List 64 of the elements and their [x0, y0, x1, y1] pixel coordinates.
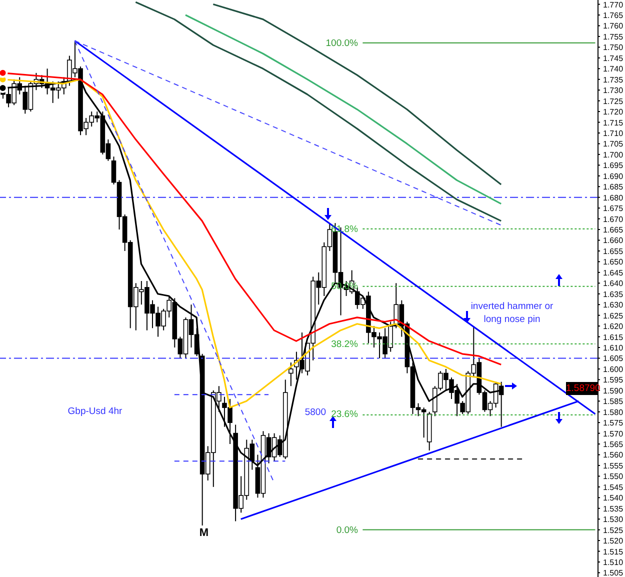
y-tick-label: 1.690: [603, 172, 624, 181]
y-tick-label: 1.650: [603, 258, 624, 267]
y-tick-label: 1.585: [603, 397, 624, 406]
y-tick-label: 1.580: [603, 408, 624, 417]
annotation: 5800: [304, 406, 326, 419]
annotation: Gbp-Usd 4hr: [66, 405, 124, 418]
y-tick-label: 1.760: [603, 22, 624, 31]
y-tick-label: 1.555: [603, 461, 624, 470]
y-tick-label: 1.615: [603, 332, 624, 342]
y-tick-label: 1.575: [603, 418, 624, 428]
annotation: 100.0%: [324, 37, 358, 50]
y-tick-label: 1.640: [603, 279, 624, 288]
annotation: 0.0%: [335, 524, 358, 537]
y-tick-label: 1.600: [603, 364, 624, 374]
y-tick-label: 1.670: [603, 214, 624, 224]
y-tick-label: 1.695: [603, 161, 624, 170]
y-tick-label: 1.510: [603, 558, 624, 567]
y-tick-label: 1.660: [603, 236, 624, 246]
y-tick-label: 1.620: [603, 322, 624, 332]
y-tick-label: 1.730: [603, 86, 624, 96]
annotation: 23.6%: [331, 409, 358, 420]
y-tick-label: 1.570: [603, 429, 624, 438]
y-tick-label: 1.535: [603, 504, 624, 514]
y-tick-label: 1.605: [603, 354, 624, 364]
y-tick-label: 1.755: [603, 32, 624, 42]
y-tick-label: 1.560: [603, 450, 624, 460]
y-tick-label: 1.770: [603, 0, 624, 10]
y-tick-label: 1.525: [603, 526, 624, 535]
y-tick-label: 1.610: [603, 343, 624, 352]
y-tick-label: 1.745: [603, 54, 624, 63]
y-tick-label: 1.635: [603, 290, 624, 299]
y-tick-label: 1.675: [603, 204, 624, 214]
y-tick-label: 1.545: [603, 482, 624, 492]
y-tick-label: 1.505: [603, 568, 624, 577]
y-tick-label: 1.565: [603, 440, 624, 450]
y-tick-label: 1.530: [603, 515, 624, 524]
y-tick-label: 1.725: [603, 96, 624, 106]
annotation: 1.58790: [566, 382, 600, 395]
y-tick-label: 1.625: [603, 311, 624, 320]
y-tick-label: 1.630: [603, 300, 624, 310]
y-tick-label: 1.740: [603, 64, 624, 74]
y-tick-label: 1.700: [603, 150, 624, 160]
annotation: M: [198, 527, 210, 540]
y-tick-label: 1.590: [603, 386, 624, 396]
y-tick-label: 1.710: [603, 128, 624, 138]
y-tick-label: 1.540: [603, 494, 624, 503]
y-tick-label: 1.655: [603, 246, 624, 256]
y-tick-label: 1.685: [603, 182, 624, 192]
annotation: inverted hammer or long nose pin: [470, 300, 554, 326]
annotation: 38.2%: [330, 338, 358, 351]
y-tick-label: 1.720: [603, 108, 624, 117]
y-tick-label: 1.765: [603, 11, 624, 20]
y-tick-label: 1.520: [603, 536, 624, 546]
y-tick-label: 1.680: [603, 193, 624, 202]
y-tick-label: 1.665: [603, 226, 624, 235]
y-tick-label: 1.735: [603, 75, 624, 84]
y-tick-label: 1.645: [603, 268, 624, 278]
annotation: 50.0%: [330, 280, 358, 293]
y-tick-label: 1.715: [603, 118, 624, 128]
y-tick-label: 1.550: [603, 472, 624, 482]
y-tick-label: 1.595: [603, 376, 624, 385]
y-tick-label: 1.705: [603, 140, 624, 149]
y-tick-label: 1.515: [603, 547, 624, 556]
y-tick-label: 1.750: [603, 43, 624, 52]
